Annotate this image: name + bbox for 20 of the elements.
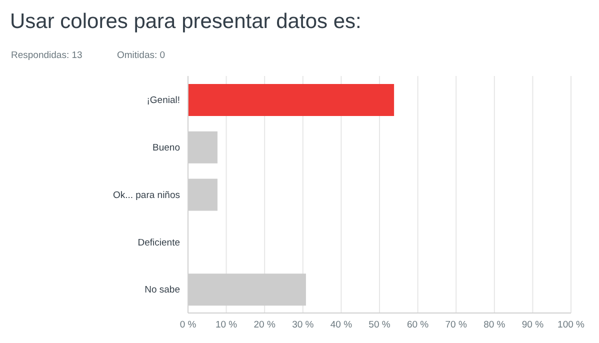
text: Omitidas: 0 [117,50,166,61]
x-tick-label: 90 % [522,320,544,331]
x-tick-label: 10 % [215,320,238,331]
x-tick-label: 40 % [330,320,353,331]
y-tick-label: ¡Genial! [146,95,180,106]
x-tick-label: 0 % [180,320,197,331]
y-tick-label: Ok... para niños [112,190,180,201]
x-tick-label: 20 % [254,320,276,331]
y-tick-label: Bueno [152,142,180,154]
chart-title: Usar colores para presentar datos es: [10,10,362,34]
x-tick-label: 70 % [445,320,468,331]
x-tick-label: 80 % [484,320,506,331]
y-tick-label: No sabe [144,284,180,296]
x-tick-label: 50 % [368,320,391,331]
x-tick-label: 100 % [558,320,586,331]
x-tick-label: 60 % [406,320,430,331]
bar [188,84,394,116]
text: Respondidas: 13 [11,50,82,61]
x-tick-label: 30 % [292,320,314,331]
y-tick-label: Deficiente [138,237,180,248]
